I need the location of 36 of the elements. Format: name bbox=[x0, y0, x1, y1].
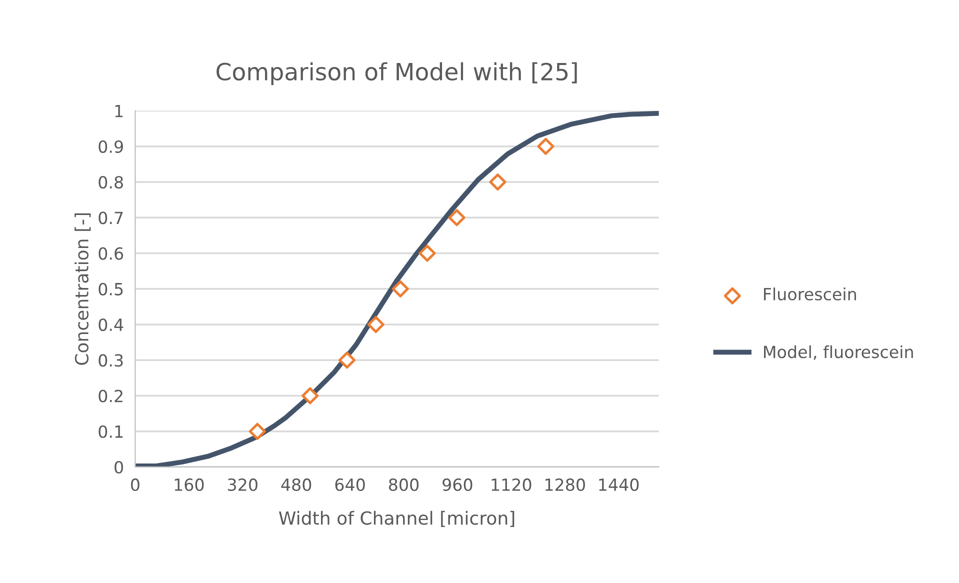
point bbox=[448, 209, 466, 226]
point bbox=[338, 352, 356, 369]
point bbox=[537, 138, 554, 155]
x-tick-label: 480 bbox=[281, 478, 312, 491]
line-series bbox=[135, 110, 659, 467]
x-tick-label: 640 bbox=[335, 478, 365, 491]
y-tick-label: 0.3 bbox=[98, 354, 123, 367]
y-tick-label: 0.6 bbox=[98, 247, 124, 260]
point bbox=[418, 244, 436, 262]
legend-label: Model, fluorescein bbox=[764, 345, 913, 360]
point bbox=[489, 173, 506, 191]
x-tick-label: 1120 bbox=[492, 478, 532, 491]
y-tick-label: 0.1 bbox=[98, 425, 123, 438]
y-tick-label: 1 bbox=[115, 104, 123, 118]
point bbox=[302, 387, 319, 404]
y-tick-label: 0.8 bbox=[98, 176, 123, 189]
x-tick-label: 160 bbox=[174, 478, 204, 491]
x-axis-title: Width of Channel [micron] bbox=[278, 510, 514, 527]
y-tick-label: 0.7 bbox=[98, 212, 123, 224]
y-tick-label: 0.5 bbox=[98, 282, 123, 296]
y-tick-label: 0.9 bbox=[98, 140, 123, 153]
x-tick-label: 800 bbox=[388, 478, 419, 491]
point bbox=[367, 316, 384, 334]
x-tick-label: 320 bbox=[228, 478, 258, 491]
chart-title: Comparison of Model with [25] bbox=[216, 62, 577, 86]
y-axis-title: Concentration [-] bbox=[74, 213, 91, 365]
x-tick-label: 0 bbox=[131, 478, 140, 491]
point bbox=[392, 280, 409, 298]
y-tick-label: 0 bbox=[114, 460, 123, 474]
y-tick-label: 0.4 bbox=[98, 318, 124, 332]
legend-label: Fluorescein bbox=[764, 288, 856, 300]
y-tick-label: 0.2 bbox=[98, 390, 122, 402]
x-tick-label: 1280 bbox=[545, 478, 585, 491]
x-tick-label: 960 bbox=[442, 478, 472, 491]
x-tick-label: 1440 bbox=[599, 478, 639, 491]
point bbox=[248, 422, 266, 440]
